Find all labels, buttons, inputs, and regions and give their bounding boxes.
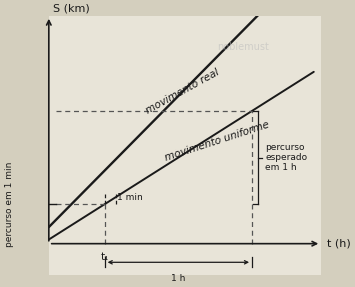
Text: 1 h: 1 h — [171, 274, 186, 283]
Text: percurso
esperado
em 1 h: percurso esperado em 1 h — [265, 143, 307, 172]
Text: percurso em 1 min: percurso em 1 min — [5, 161, 13, 247]
Text: t (h): t (h) — [327, 239, 351, 249]
Text: t₁: t₁ — [100, 252, 109, 262]
Text: movimento uniforme: movimento uniforme — [164, 120, 271, 163]
Text: noblemust: noblemust — [217, 42, 269, 52]
Text: S (km): S (km) — [53, 4, 90, 14]
Text: movimento real: movimento real — [144, 67, 221, 115]
Text: 1 min: 1 min — [116, 193, 142, 202]
